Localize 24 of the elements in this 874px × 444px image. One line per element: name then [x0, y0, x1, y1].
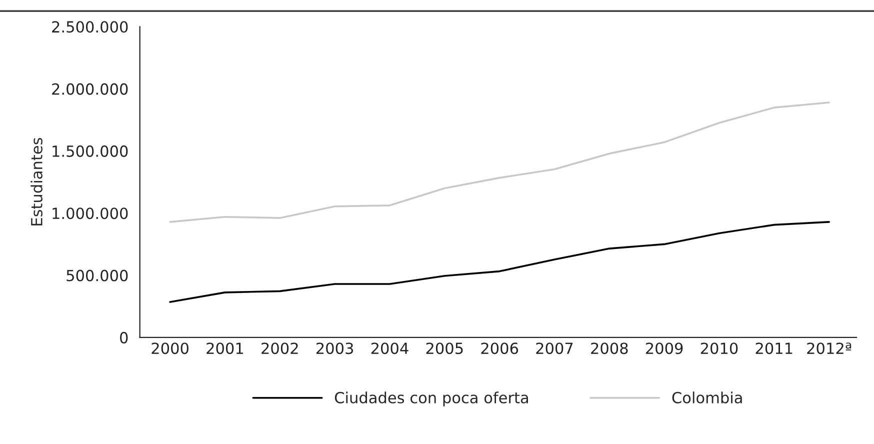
x-tick-label: 2009	[646, 342, 683, 354]
legend-label: Colombia	[672, 392, 742, 404]
x-tick-label: 2011	[756, 342, 792, 354]
y-tick-label: 500.000	[66, 270, 128, 282]
line-series	[169, 221, 830, 303]
y-tick-label: 1.500.000	[52, 145, 128, 157]
y-tick-label: 1.000.000	[52, 208, 128, 220]
y-tick-label: 2.000.000	[52, 83, 128, 95]
x-tick-label: 2010	[700, 342, 738, 354]
y-axis-title: Estudiantes	[30, 138, 42, 226]
x-tick-label: 2005	[426, 342, 463, 354]
x-tick-label: 2006	[481, 342, 518, 354]
line-series	[169, 102, 830, 223]
x-tick-label: 2000	[152, 342, 188, 354]
x-tick-label: 2001	[206, 342, 243, 354]
x-tick-label: 2008	[591, 342, 628, 354]
y-tick-label: 0	[120, 332, 128, 344]
x-tick-label: 2007	[536, 342, 573, 354]
legend-label: Ciudades con poca oferta	[334, 392, 528, 406]
y-tick-label: 2.500.000	[52, 21, 128, 33]
x-tick-label: 2003	[316, 342, 354, 354]
x-tick-label: 2002	[262, 342, 298, 354]
x-tick-label: 2012ª	[807, 342, 852, 354]
x-tick-label: 2004	[371, 342, 408, 354]
